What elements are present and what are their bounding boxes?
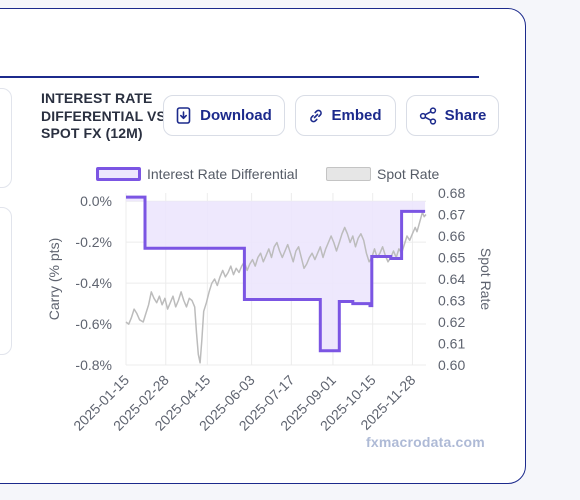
y-right-tick-label: 0.67 xyxy=(438,207,465,223)
y-left-axis-title: Carry (% pts) xyxy=(46,238,62,320)
header-divider xyxy=(0,76,479,78)
differential-area xyxy=(126,197,426,351)
y-right-tick-label: 0.65 xyxy=(438,250,465,266)
share-icon xyxy=(419,106,437,125)
y-left-tick-label: -0.4% xyxy=(75,275,112,291)
embed-button[interactable]: Embed xyxy=(295,95,396,136)
legend-swatch-differential xyxy=(96,167,141,181)
y-right-tick-label: 0.68 xyxy=(438,185,465,201)
differential-step-line xyxy=(126,195,426,353)
legend-item-spot[interactable]: Spot Rate xyxy=(326,166,439,182)
link-icon xyxy=(309,109,323,123)
y-left-tick-label: -0.8% xyxy=(75,357,112,373)
share-label: Share xyxy=(444,107,487,124)
y-right-tick-label: 0.63 xyxy=(438,293,465,309)
y-right-axis-title: Spot Rate xyxy=(478,248,494,310)
y-right-tick-label: 0.64 xyxy=(438,271,465,287)
y-left-tick-label: -0.2% xyxy=(75,234,112,250)
y-right-tick-label: 0.61 xyxy=(438,336,465,352)
download-icon xyxy=(176,106,192,125)
download-button[interactable]: Download xyxy=(163,95,285,136)
watermark: fxmacrodata.com xyxy=(366,434,485,450)
y-right-tick-label: 0.66 xyxy=(438,228,465,244)
embed-label: Embed xyxy=(331,107,382,124)
y-right-tick-label: 0.62 xyxy=(438,314,465,330)
legend-label-differential: Interest Rate Differential xyxy=(147,166,298,182)
y-left-tick-label: -0.6% xyxy=(75,316,112,332)
download-label: Download xyxy=(200,107,272,124)
spot-rate-line xyxy=(125,211,427,364)
share-button[interactable]: Share xyxy=(406,95,499,136)
sidebar-panel-top xyxy=(0,88,12,188)
chart-plot: 0.0% -0.2% -0.4% -0.6% -0.8% 0.68 0.67 0.66 0.65… xyxy=(46,185,494,434)
chart-title: INTEREST RATE DIFFERENTIAL VS SPOT FX (1… xyxy=(41,90,166,141)
y-left-tick-label: 0.0% xyxy=(80,193,112,209)
legend-item-differential[interactable]: Interest Rate Differential xyxy=(96,166,298,182)
legend-swatch-spot xyxy=(326,167,371,181)
y-right-tick-label: 0.60 xyxy=(438,357,465,373)
legend-label-spot: Spot Rate xyxy=(377,166,440,182)
